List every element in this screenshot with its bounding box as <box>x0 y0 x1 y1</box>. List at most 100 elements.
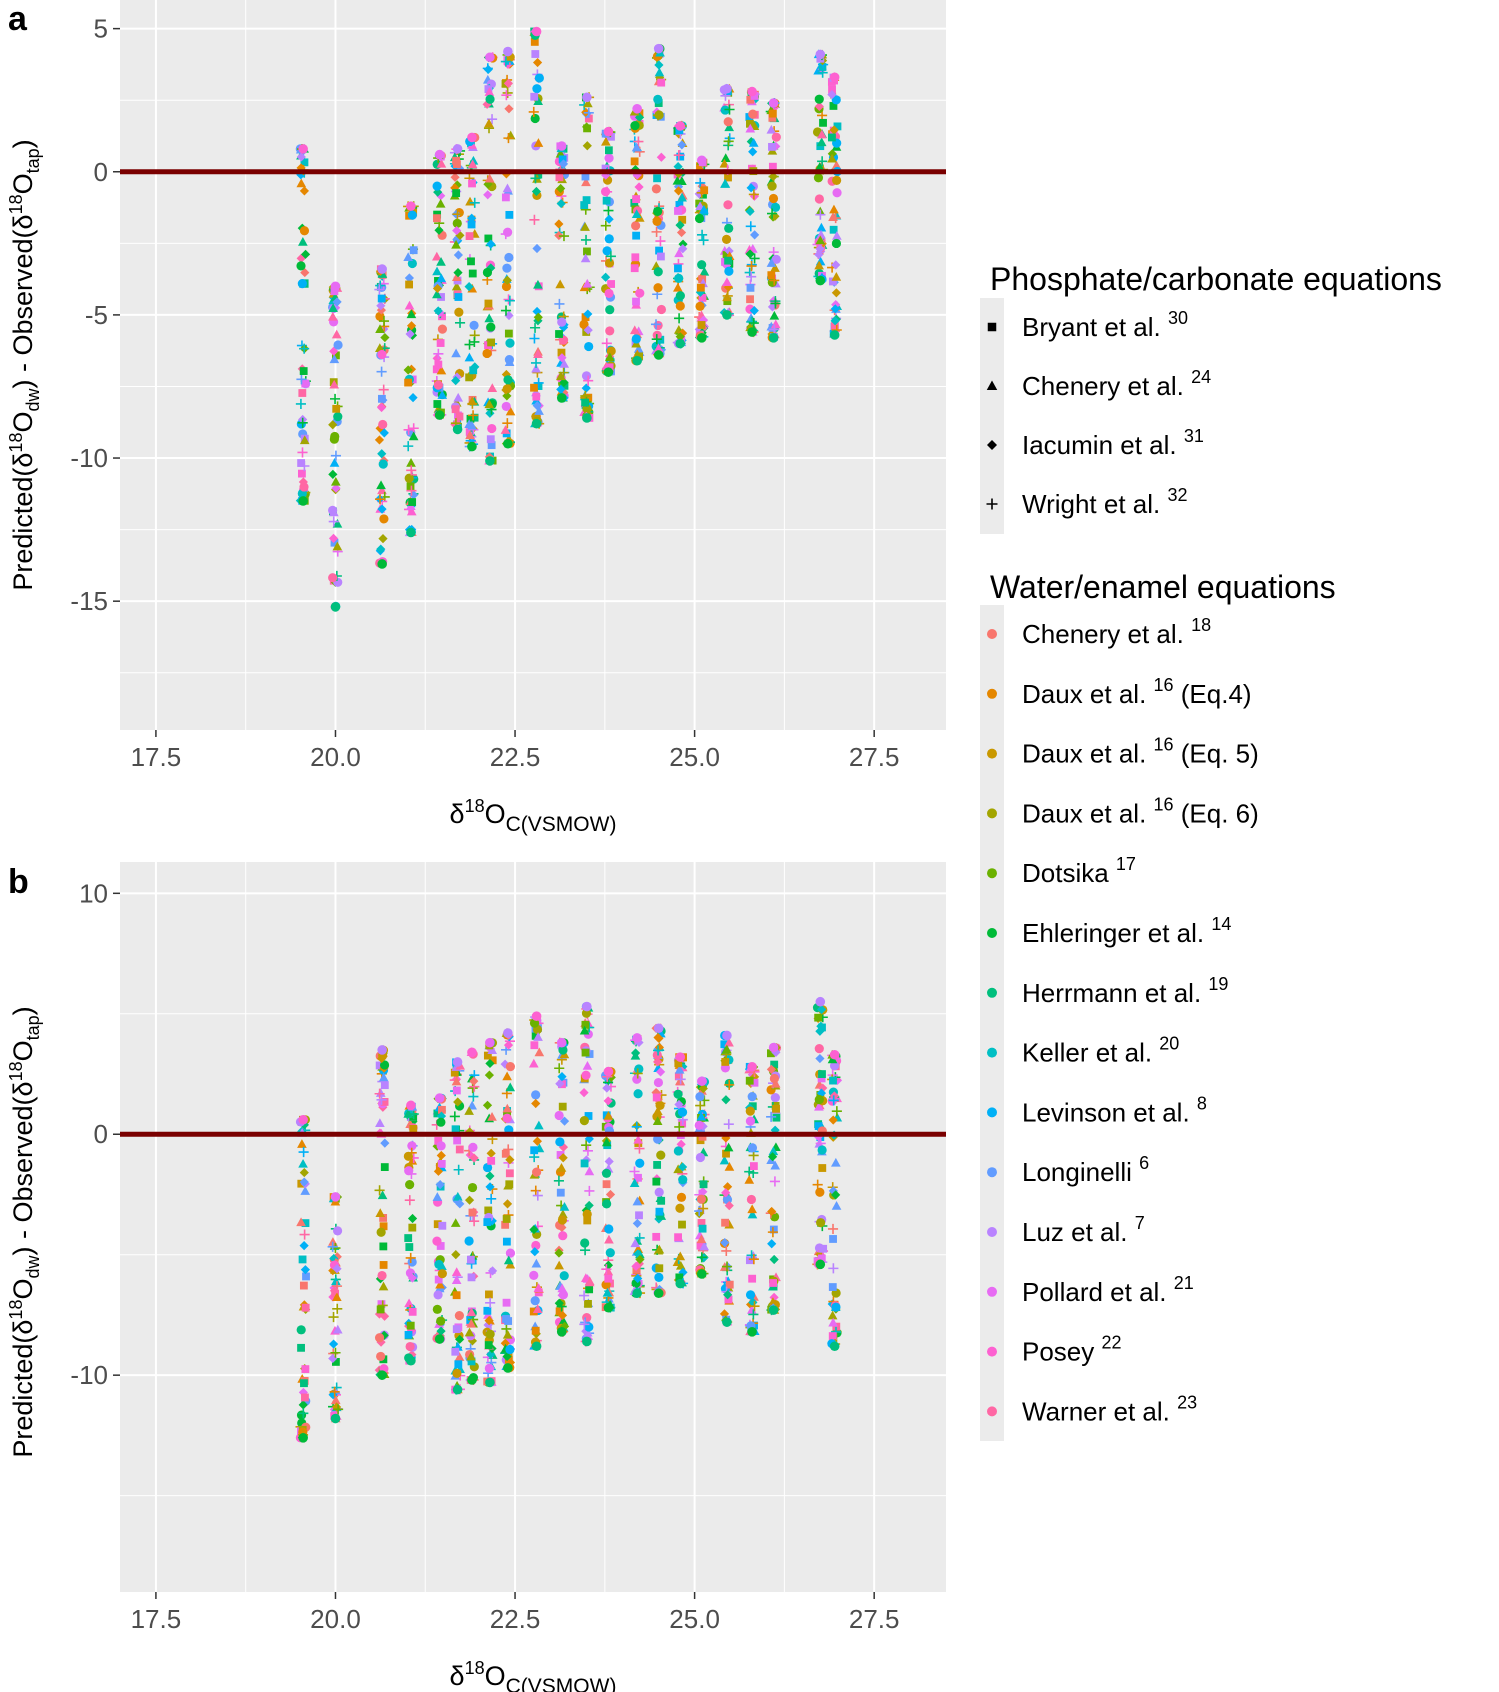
data-point <box>604 1224 614 1234</box>
legend-shape-entries: Bryant et al. 30 Chenery et al. 24 Iacumin… <box>986 308 1211 519</box>
data-point <box>652 1045 664 1056</box>
data-point <box>674 313 685 324</box>
data-point <box>469 320 479 330</box>
data-point <box>831 271 842 281</box>
data-point <box>531 1258 542 1268</box>
data-point <box>828 1095 839 1106</box>
y-tick-label: 5 <box>94 14 108 44</box>
data-point <box>301 379 310 388</box>
data-point <box>558 159 569 169</box>
data-point <box>721 1133 731 1143</box>
data-point <box>695 1100 706 1111</box>
data-point <box>603 1302 614 1313</box>
data-point <box>378 459 388 469</box>
data-point <box>488 1056 497 1065</box>
data-point <box>828 1115 838 1125</box>
data-point <box>302 1272 310 1281</box>
data-point <box>464 282 474 292</box>
data-point <box>722 1149 730 1158</box>
data-point <box>815 244 825 254</box>
data-point <box>404 1330 413 1339</box>
data-point <box>579 1025 590 1035</box>
data-point <box>747 1327 757 1337</box>
data-point <box>696 1234 707 1244</box>
data-point <box>436 1326 446 1336</box>
data-point <box>582 1327 593 1337</box>
data-point <box>529 333 540 344</box>
data-point <box>696 1076 707 1087</box>
data-point <box>433 1220 442 1229</box>
data-point <box>654 1187 664 1197</box>
legend-color-swatch <box>987 1167 997 1178</box>
data-point <box>407 1213 418 1224</box>
data-point <box>331 329 342 339</box>
data-point <box>465 373 474 382</box>
data-point <box>831 288 841 298</box>
panel-b: b 17.5 20.0 22.5 25.0 27.5 10 0 -10 δ18OC(VSMOW… <box>6 862 946 1692</box>
data-point <box>296 1325 306 1335</box>
data-point <box>724 256 733 265</box>
data-point <box>698 1203 709 1214</box>
data-point <box>815 275 826 286</box>
data-point <box>485 1058 495 1069</box>
data-point <box>380 1163 389 1171</box>
data-point <box>602 1199 612 1209</box>
data-point <box>433 1290 443 1300</box>
data-point <box>330 1192 341 1202</box>
data-point <box>450 183 460 193</box>
data-point <box>584 1112 593 1120</box>
data-point <box>329 507 339 517</box>
legend-shape-label: Wright et al. 32 <box>1022 485 1188 519</box>
data-point <box>332 404 341 413</box>
data-point <box>374 1185 385 1196</box>
data-point <box>605 1248 615 1258</box>
data-point <box>554 298 565 309</box>
data-point <box>528 106 539 117</box>
data-point <box>818 1070 826 1078</box>
data-point <box>452 1086 461 1095</box>
data-point <box>453 1097 463 1107</box>
data-point <box>720 1237 730 1248</box>
data-point <box>377 1300 386 1309</box>
data-point <box>700 186 709 195</box>
data-point <box>299 1229 310 1240</box>
legend-color-key-background <box>980 605 1004 1441</box>
data-point <box>464 1327 475 1337</box>
legend-ref: 16 <box>1154 675 1174 695</box>
legend-color-swatch <box>987 868 997 879</box>
data-point <box>433 400 442 408</box>
data-point <box>745 1256 754 1265</box>
data-point <box>697 229 708 240</box>
data-point <box>432 1236 442 1246</box>
legend-ref: 21 <box>1174 1273 1194 1293</box>
data-point <box>505 1082 516 1092</box>
data-point <box>436 1111 447 1121</box>
data-point <box>652 1111 662 1122</box>
data-point <box>501 281 512 292</box>
data-point <box>815 1187 825 1197</box>
data-point <box>812 1179 823 1190</box>
data-point <box>724 223 734 233</box>
data-point <box>503 133 514 144</box>
data-point <box>438 312 446 321</box>
data-point <box>532 1136 542 1146</box>
data-point <box>484 234 493 243</box>
legend-color-label: Keller et al. 20 <box>1022 1034 1179 1068</box>
data-point <box>329 434 339 444</box>
data-point <box>652 216 662 227</box>
data-point <box>379 428 389 438</box>
data-point <box>432 1192 443 1201</box>
data-point <box>600 220 611 231</box>
data-point <box>584 393 593 402</box>
data-point <box>632 1033 642 1043</box>
data-point <box>654 1244 665 1254</box>
data-point <box>830 322 839 330</box>
data-point <box>377 504 387 514</box>
data-point <box>505 1062 515 1072</box>
data-point <box>699 266 710 276</box>
data-point <box>634 1259 644 1269</box>
data-point <box>829 1235 837 1243</box>
data-point <box>634 182 644 192</box>
data-point <box>696 1194 707 1204</box>
data-point <box>678 244 688 254</box>
